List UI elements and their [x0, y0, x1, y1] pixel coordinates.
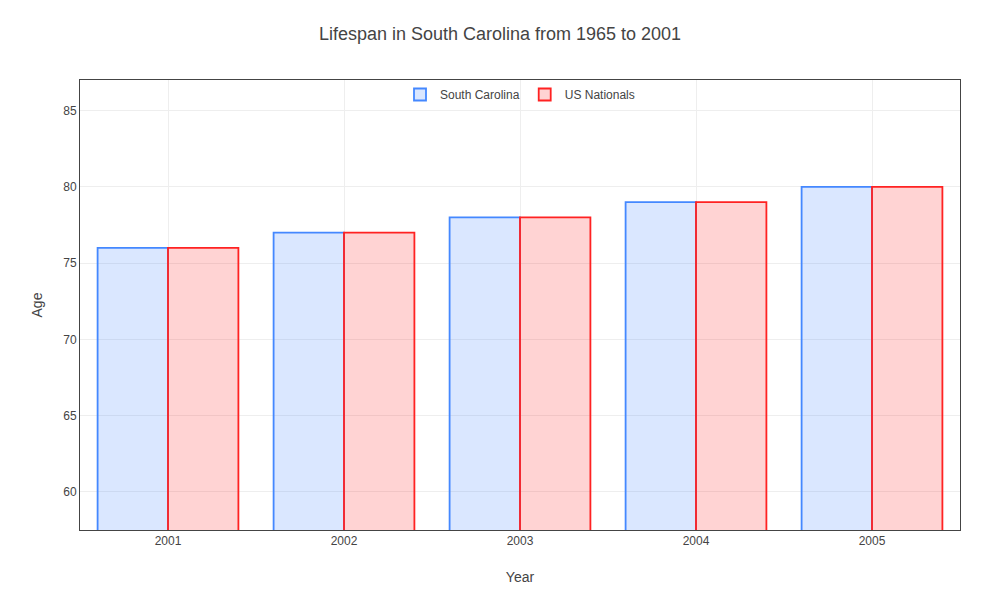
svg-text:Age: Age: [29, 292, 45, 317]
svg-text:70: 70: [63, 333, 77, 347]
svg-text:US Nationals: US Nationals: [565, 88, 635, 102]
svg-text:Year: Year: [506, 569, 535, 585]
svg-text:60: 60: [63, 485, 77, 499]
svg-text:Lifespan in South Carolina fro: Lifespan in South Carolina from 1965 to …: [319, 24, 681, 44]
svg-text:85: 85: [63, 104, 77, 118]
svg-text:2005: 2005: [859, 534, 886, 548]
svg-text:80: 80: [63, 180, 77, 194]
svg-text:2001: 2001: [155, 534, 182, 548]
svg-text:2002: 2002: [331, 534, 358, 548]
svg-text:65: 65: [63, 409, 77, 423]
svg-text:South Carolina: South Carolina: [440, 88, 520, 102]
svg-text:75: 75: [63, 256, 77, 270]
svg-text:2003: 2003: [507, 534, 534, 548]
svg-text:2004: 2004: [683, 534, 710, 548]
